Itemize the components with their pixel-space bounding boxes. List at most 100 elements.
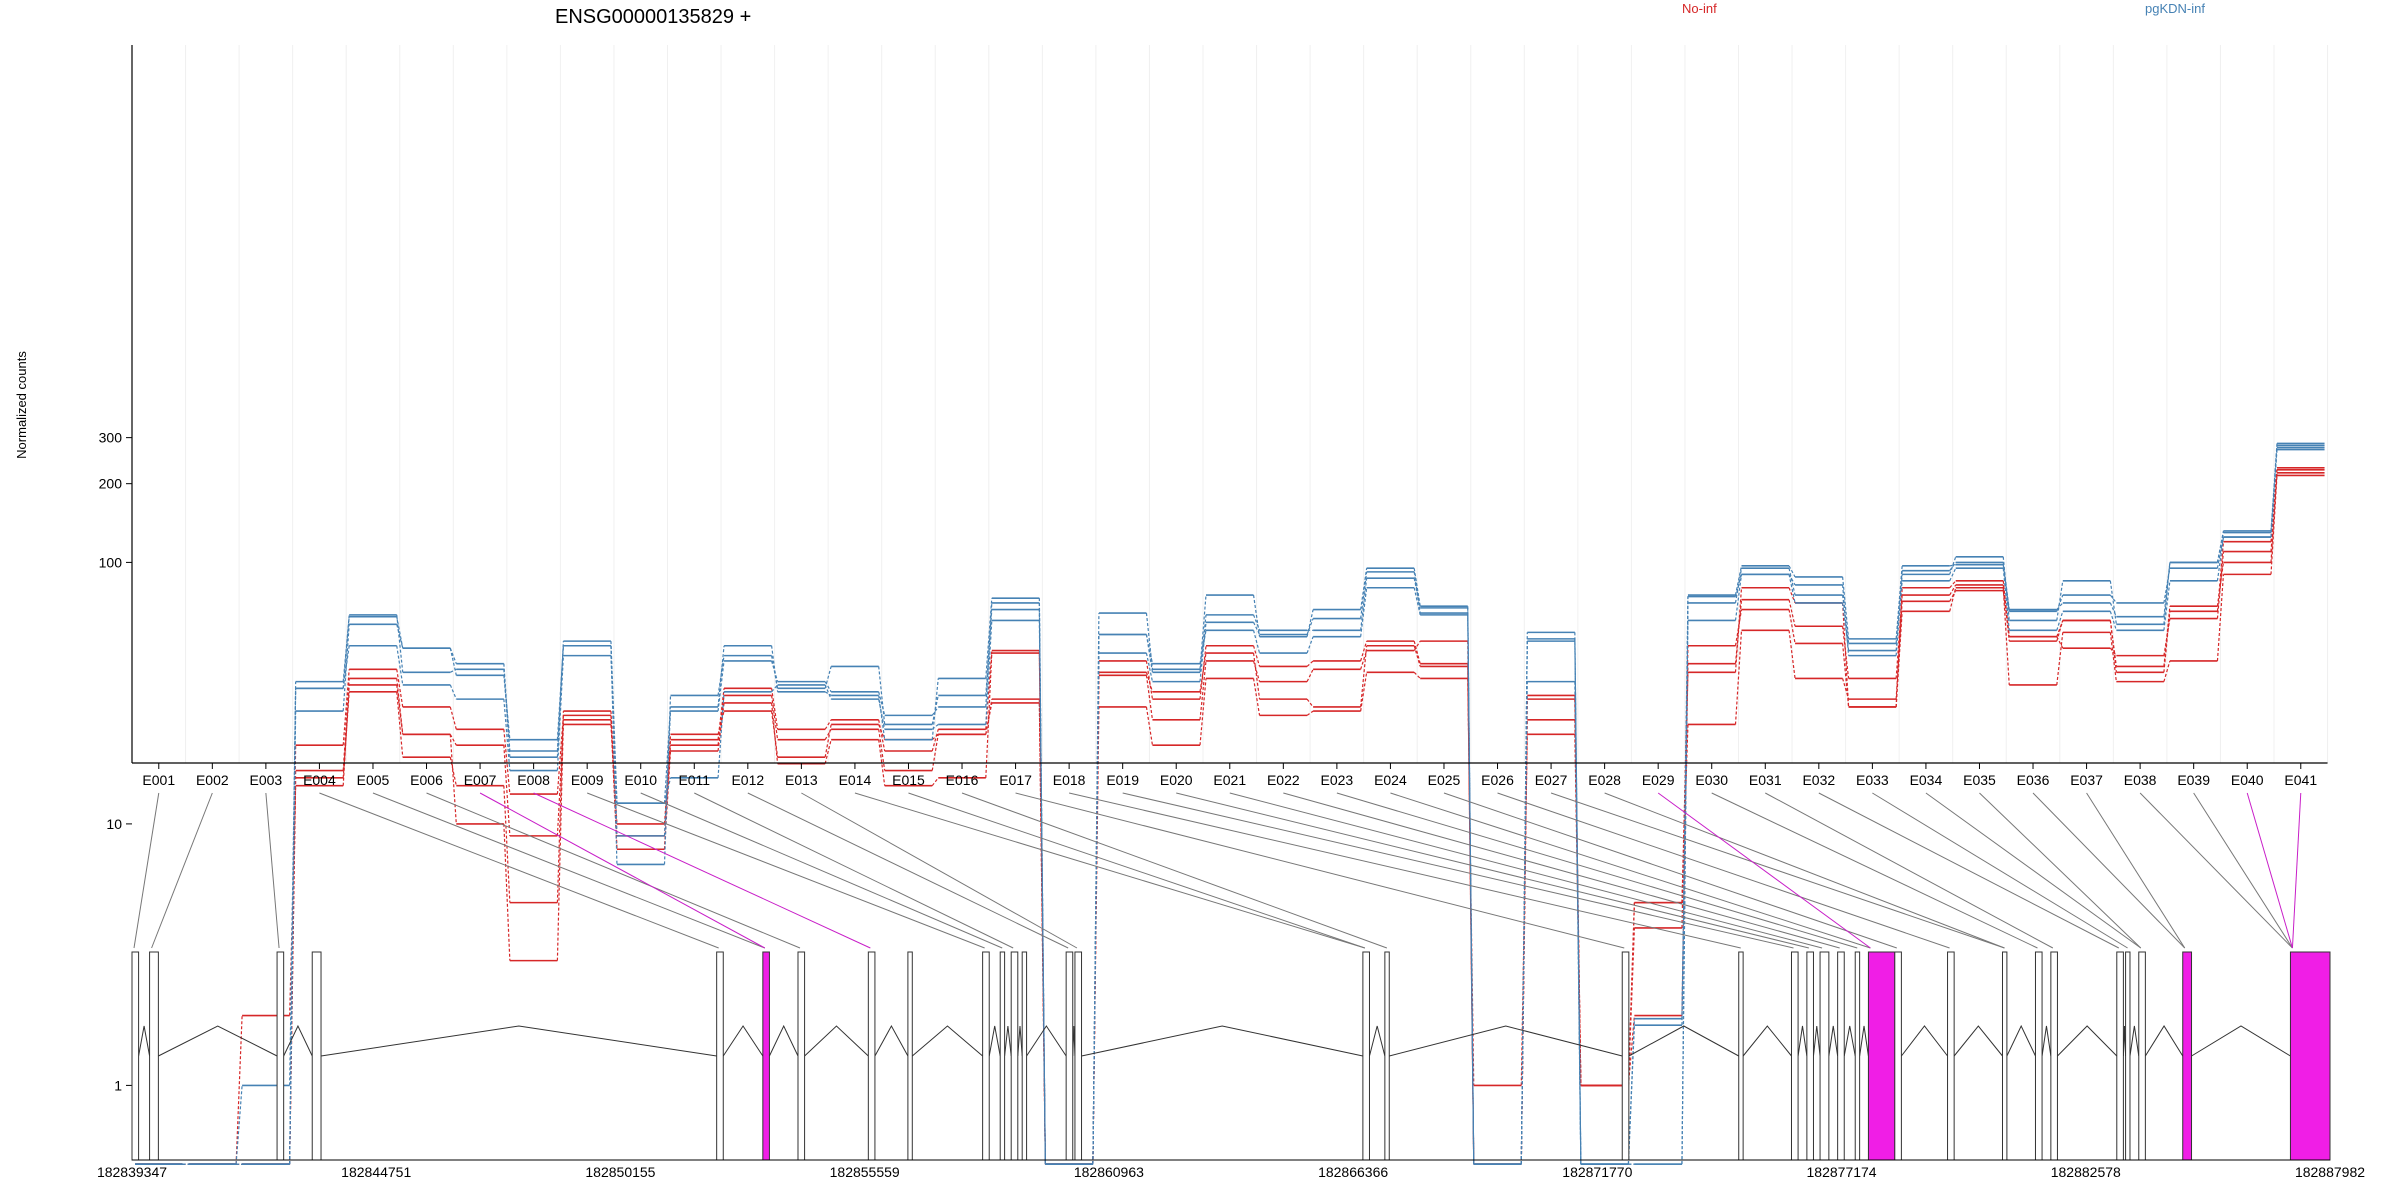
series-no-inf-step (1360, 672, 1368, 712)
series-pgkdn-inf-step (824, 691, 832, 696)
series-pgkdn-inf-step (1092, 613, 1100, 1165)
x-tick-label-e020: E020 (1160, 772, 1193, 788)
series-pgkdn-inf-step (556, 641, 564, 758)
series-pgkdn-inf-step (1360, 587, 1368, 637)
series-pgkdn-inf-step (1252, 614, 1261, 631)
gene-axis-tick-label: 182871770 (1562, 1164, 1632, 1180)
x-tick-label-e003: E003 (250, 772, 283, 788)
series-pgkdn-inf-step (2163, 580, 2171, 631)
gene-axis-tick-label: 182839347 (97, 1164, 167, 1180)
exon-box-highlighted (2182, 951, 2193, 1161)
exon-box (131, 951, 140, 1161)
exon-box (1947, 951, 1955, 1161)
connector-e005 (372, 792, 766, 949)
series-no-inf-step (2216, 551, 2225, 619)
y-tick-label: 100 (99, 554, 123, 570)
series-no-inf-step (556, 724, 564, 836)
y-axis-label: Normalized counts (14, 351, 29, 459)
series-no-inf-step (824, 729, 832, 740)
series-no-inf-step (1199, 652, 1207, 692)
series-pgkdn-inf-step (235, 1085, 243, 1165)
series-pgkdn-inf-step (878, 695, 886, 740)
exon-box (1894, 951, 1902, 1161)
series-no-inf-step (1252, 660, 1261, 682)
series-no-inf-step (2056, 620, 2064, 637)
series-pgkdn-inf-step (1788, 568, 1796, 596)
series-no-inf-step (1306, 669, 1314, 682)
connector-e028 (1604, 792, 2005, 949)
axes: 1 10 100 200 300 E001 E002 E003 E004 E005 E006 E007… (99, 45, 2328, 1093)
series-pgkdn-inf-step (1574, 638, 1582, 1165)
gene-model: 182839347 182844751 182850155 182855559 1828… (97, 951, 2365, 1180)
connector-e039 (2193, 792, 2293, 949)
connector-e010 (640, 792, 1003, 949)
gene-axis-tick-label: 182866366 (1318, 1164, 1388, 1180)
series-pgkdn-inf-step (1413, 568, 1421, 607)
series-no-inf-step (931, 734, 939, 771)
series-no-inf-step (878, 729, 886, 771)
intron-line (1797, 1025, 1808, 1057)
intron-line (1004, 1025, 1012, 1057)
exon-box (716, 951, 724, 1161)
series-pgkdn-inf-step (931, 706, 939, 716)
series-pgkdn-inf-step (2109, 611, 2117, 631)
series-pgkdn-inf-step (1627, 1018, 1635, 1165)
series-pgkdn-inf-step (878, 699, 886, 730)
series-pgkdn-inf-step (1949, 567, 1957, 582)
connector-e035 (1979, 792, 2142, 949)
series-pgkdn-inf-step (1949, 564, 1956, 567)
exon-box (797, 951, 806, 1161)
series-pgkdn-inf-step (556, 655, 564, 771)
series-pgkdn-inf-step (1788, 565, 1796, 578)
series-no-inf-step (1145, 660, 1154, 700)
exon-box (276, 951, 285, 1161)
series-pgkdn-inf-step (450, 668, 457, 673)
x-tick-label-e035: E035 (1963, 772, 1996, 788)
connector-e016 (961, 792, 1388, 949)
series-pgkdn-inf-step (2163, 568, 2171, 604)
x-tick-label-e026: E026 (1481, 772, 1514, 788)
exon-box (1010, 951, 1019, 1161)
series-no-inf-step (503, 745, 511, 836)
series-lines (135, 442, 2325, 1165)
connector-e019 (1122, 792, 1794, 949)
intron-line (320, 1025, 717, 1057)
x-tick-label-e023: E023 (1321, 772, 1354, 788)
series-pgkdn-inf-step (1895, 574, 1903, 656)
series-pgkdn-inf-step (1145, 613, 1154, 670)
series-no-inf-step (1360, 645, 1368, 708)
connector-e018 (1069, 792, 1741, 949)
series-pgkdn-inf-step (1788, 574, 1796, 586)
intron-line (1828, 1025, 1839, 1057)
series-no-inf-step (2002, 587, 2010, 685)
series-no-inf-step (1413, 671, 1421, 679)
connector-e017 (1015, 792, 1625, 949)
exon-box (1065, 951, 1074, 1161)
series-no-inf-step (1949, 584, 1957, 596)
exon-box (1621, 951, 1630, 1161)
series-no-inf-step (1092, 706, 1100, 1165)
exon-box (1790, 951, 1799, 1161)
series-pgkdn-inf-step (1306, 636, 1314, 654)
series-no-inf-step (771, 688, 779, 730)
connector-e037 (2086, 792, 2186, 949)
intron-line (1843, 1025, 1856, 1057)
exon-box (867, 951, 876, 1161)
series-pgkdn-inf-step (985, 598, 993, 679)
exon-box (2050, 951, 2058, 1161)
series-pgkdn-inf-step (1413, 571, 1421, 614)
connector-e014 (854, 792, 1366, 949)
series-no-inf-step (985, 653, 993, 778)
intron-line (1859, 1025, 1869, 1057)
exon-box (1074, 951, 1083, 1161)
intron-line (768, 1024, 799, 1057)
connector-e001 (133, 792, 160, 949)
series-pgkdn-inf-step (931, 678, 939, 740)
series-no-inf-step (1627, 902, 1635, 1086)
series-pgkdn-inf-step (663, 706, 672, 804)
y-tick-label: 200 (99, 476, 123, 492)
series-no-inf-step (1842, 643, 1850, 708)
connector-e025 (1443, 792, 1897, 949)
series-pgkdn-inf-step (1252, 594, 1261, 637)
series-no-inf-step (1199, 645, 1207, 700)
